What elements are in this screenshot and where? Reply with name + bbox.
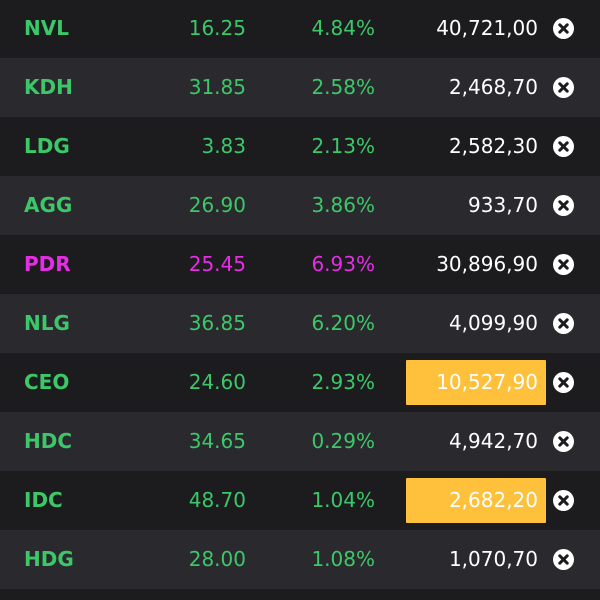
stock-price: 48.70 — [188, 488, 246, 512]
remove-button[interactable] — [553, 254, 574, 275]
close-circle-icon — [558, 495, 569, 506]
remove-button[interactable] — [553, 490, 574, 511]
volume-cell: 30,896,90 — [406, 242, 546, 287]
close-circle-icon — [558, 23, 569, 34]
table-row[interactable]: LDG 3.83 2.13% 2,582,30 — [0, 117, 600, 176]
remove-button[interactable] — [553, 313, 574, 334]
stock-change-percent: 2.58% — [311, 75, 375, 99]
close-circle-icon — [558, 318, 569, 329]
stock-symbol: NLG — [24, 311, 70, 335]
stock-price: 28.00 — [188, 547, 246, 571]
remove-button[interactable] — [553, 195, 574, 216]
stock-price: 24.60 — [188, 370, 246, 394]
table-row[interactable]: PDR 25.45 6.93% 30,896,90 — [0, 235, 600, 294]
stock-price: 36.85 — [188, 311, 246, 335]
table-row[interactable]: HDG 28.00 1.08% 1,070,70 — [0, 530, 600, 589]
close-circle-icon — [558, 259, 569, 270]
stock-change-percent: 3.86% — [311, 193, 375, 217]
remove-button[interactable] — [553, 136, 574, 157]
stock-volume: 933,70 — [468, 193, 538, 217]
stock-price: 3.83 — [201, 134, 246, 158]
close-circle-icon — [558, 554, 569, 565]
stock-volume: 4,099,90 — [448, 311, 538, 335]
stock-symbol: AGG — [24, 193, 73, 217]
stock-volume: 4,942,70 — [448, 429, 538, 453]
close-circle-icon — [558, 82, 569, 93]
stock-change-percent: 1.08% — [311, 547, 375, 571]
table-row[interactable]: CEO 24.60 2.93% 10,527,90 — [0, 353, 600, 412]
stock-price: 16.25 — [188, 16, 246, 40]
stock-price: 34.65 — [188, 429, 246, 453]
close-circle-icon — [558, 377, 569, 388]
volume-cell: 2,468,70 — [406, 65, 546, 110]
stock-symbol: HDC — [24, 429, 73, 453]
stock-symbol: LDG — [24, 134, 70, 158]
table-row[interactable]: NLG 36.85 6.20% 4,099,90 — [0, 294, 600, 353]
table-row[interactable]: AGG 26.90 3.86% 933,70 — [0, 176, 600, 235]
volume-cell: 4,942,70 — [406, 419, 546, 464]
stock-change-percent: 2.13% — [311, 134, 375, 158]
close-circle-icon — [558, 200, 569, 211]
stock-symbol: CEO — [24, 370, 70, 394]
volume-cell: 40,721,00 — [406, 6, 546, 51]
remove-button[interactable] — [553, 431, 574, 452]
stock-volume: 30,896,90 — [436, 252, 538, 276]
stock-change-percent: 6.20% — [311, 311, 375, 335]
table-row[interactable]: NVL 16.25 4.84% 40,721,00 — [0, 0, 600, 58]
stock-symbol: HDG — [24, 547, 74, 571]
stock-symbol: NVL — [24, 16, 69, 40]
stock-change-percent: 4.84% — [311, 16, 375, 40]
stock-price: 31.85 — [188, 75, 246, 99]
stock-change-percent: 2.93% — [311, 370, 375, 394]
stock-volume: 2,468,70 — [448, 75, 538, 99]
stock-volume: 2,682,20 — [448, 488, 538, 512]
volume-cell: 1,070,70 — [406, 537, 546, 582]
stock-volume: 1,070,70 — [448, 547, 538, 571]
stock-symbol: IDC — [24, 488, 63, 512]
close-circle-icon — [558, 436, 569, 447]
stock-price: 25.45 — [188, 252, 246, 276]
table-row[interactable]: IDC 48.70 1.04% 2,682,20 — [0, 471, 600, 530]
volume-highlight: 10,527,90 — [406, 360, 546, 405]
table-row[interactable]: HDC 34.65 0.29% 4,942,70 — [0, 412, 600, 471]
volume-highlight: 2,682,20 — [406, 478, 546, 523]
stock-volume: 2,582,30 — [448, 134, 538, 158]
volume-cell: 4,099,90 — [406, 301, 546, 346]
stock-volume: 40,721,00 — [436, 16, 538, 40]
stock-change-percent: 6.93% — [311, 252, 375, 276]
remove-button[interactable] — [553, 18, 574, 39]
remove-button[interactable] — [553, 549, 574, 570]
remove-button[interactable] — [553, 77, 574, 98]
stock-change-percent: 0.29% — [311, 429, 375, 453]
volume-cell: 2,582,30 — [406, 124, 546, 169]
stock-change-percent: 1.04% — [311, 488, 375, 512]
volume-cell: 933,70 — [406, 183, 546, 228]
stock-volume: 10,527,90 — [436, 370, 538, 394]
table-row[interactable]: KDH 31.85 2.58% 2,468,70 — [0, 58, 600, 117]
stock-symbol: PDR — [24, 252, 71, 276]
stock-symbol: KDH — [24, 75, 73, 99]
close-circle-icon — [558, 141, 569, 152]
stock-price: 26.90 — [188, 193, 246, 217]
remove-button[interactable] — [553, 372, 574, 393]
